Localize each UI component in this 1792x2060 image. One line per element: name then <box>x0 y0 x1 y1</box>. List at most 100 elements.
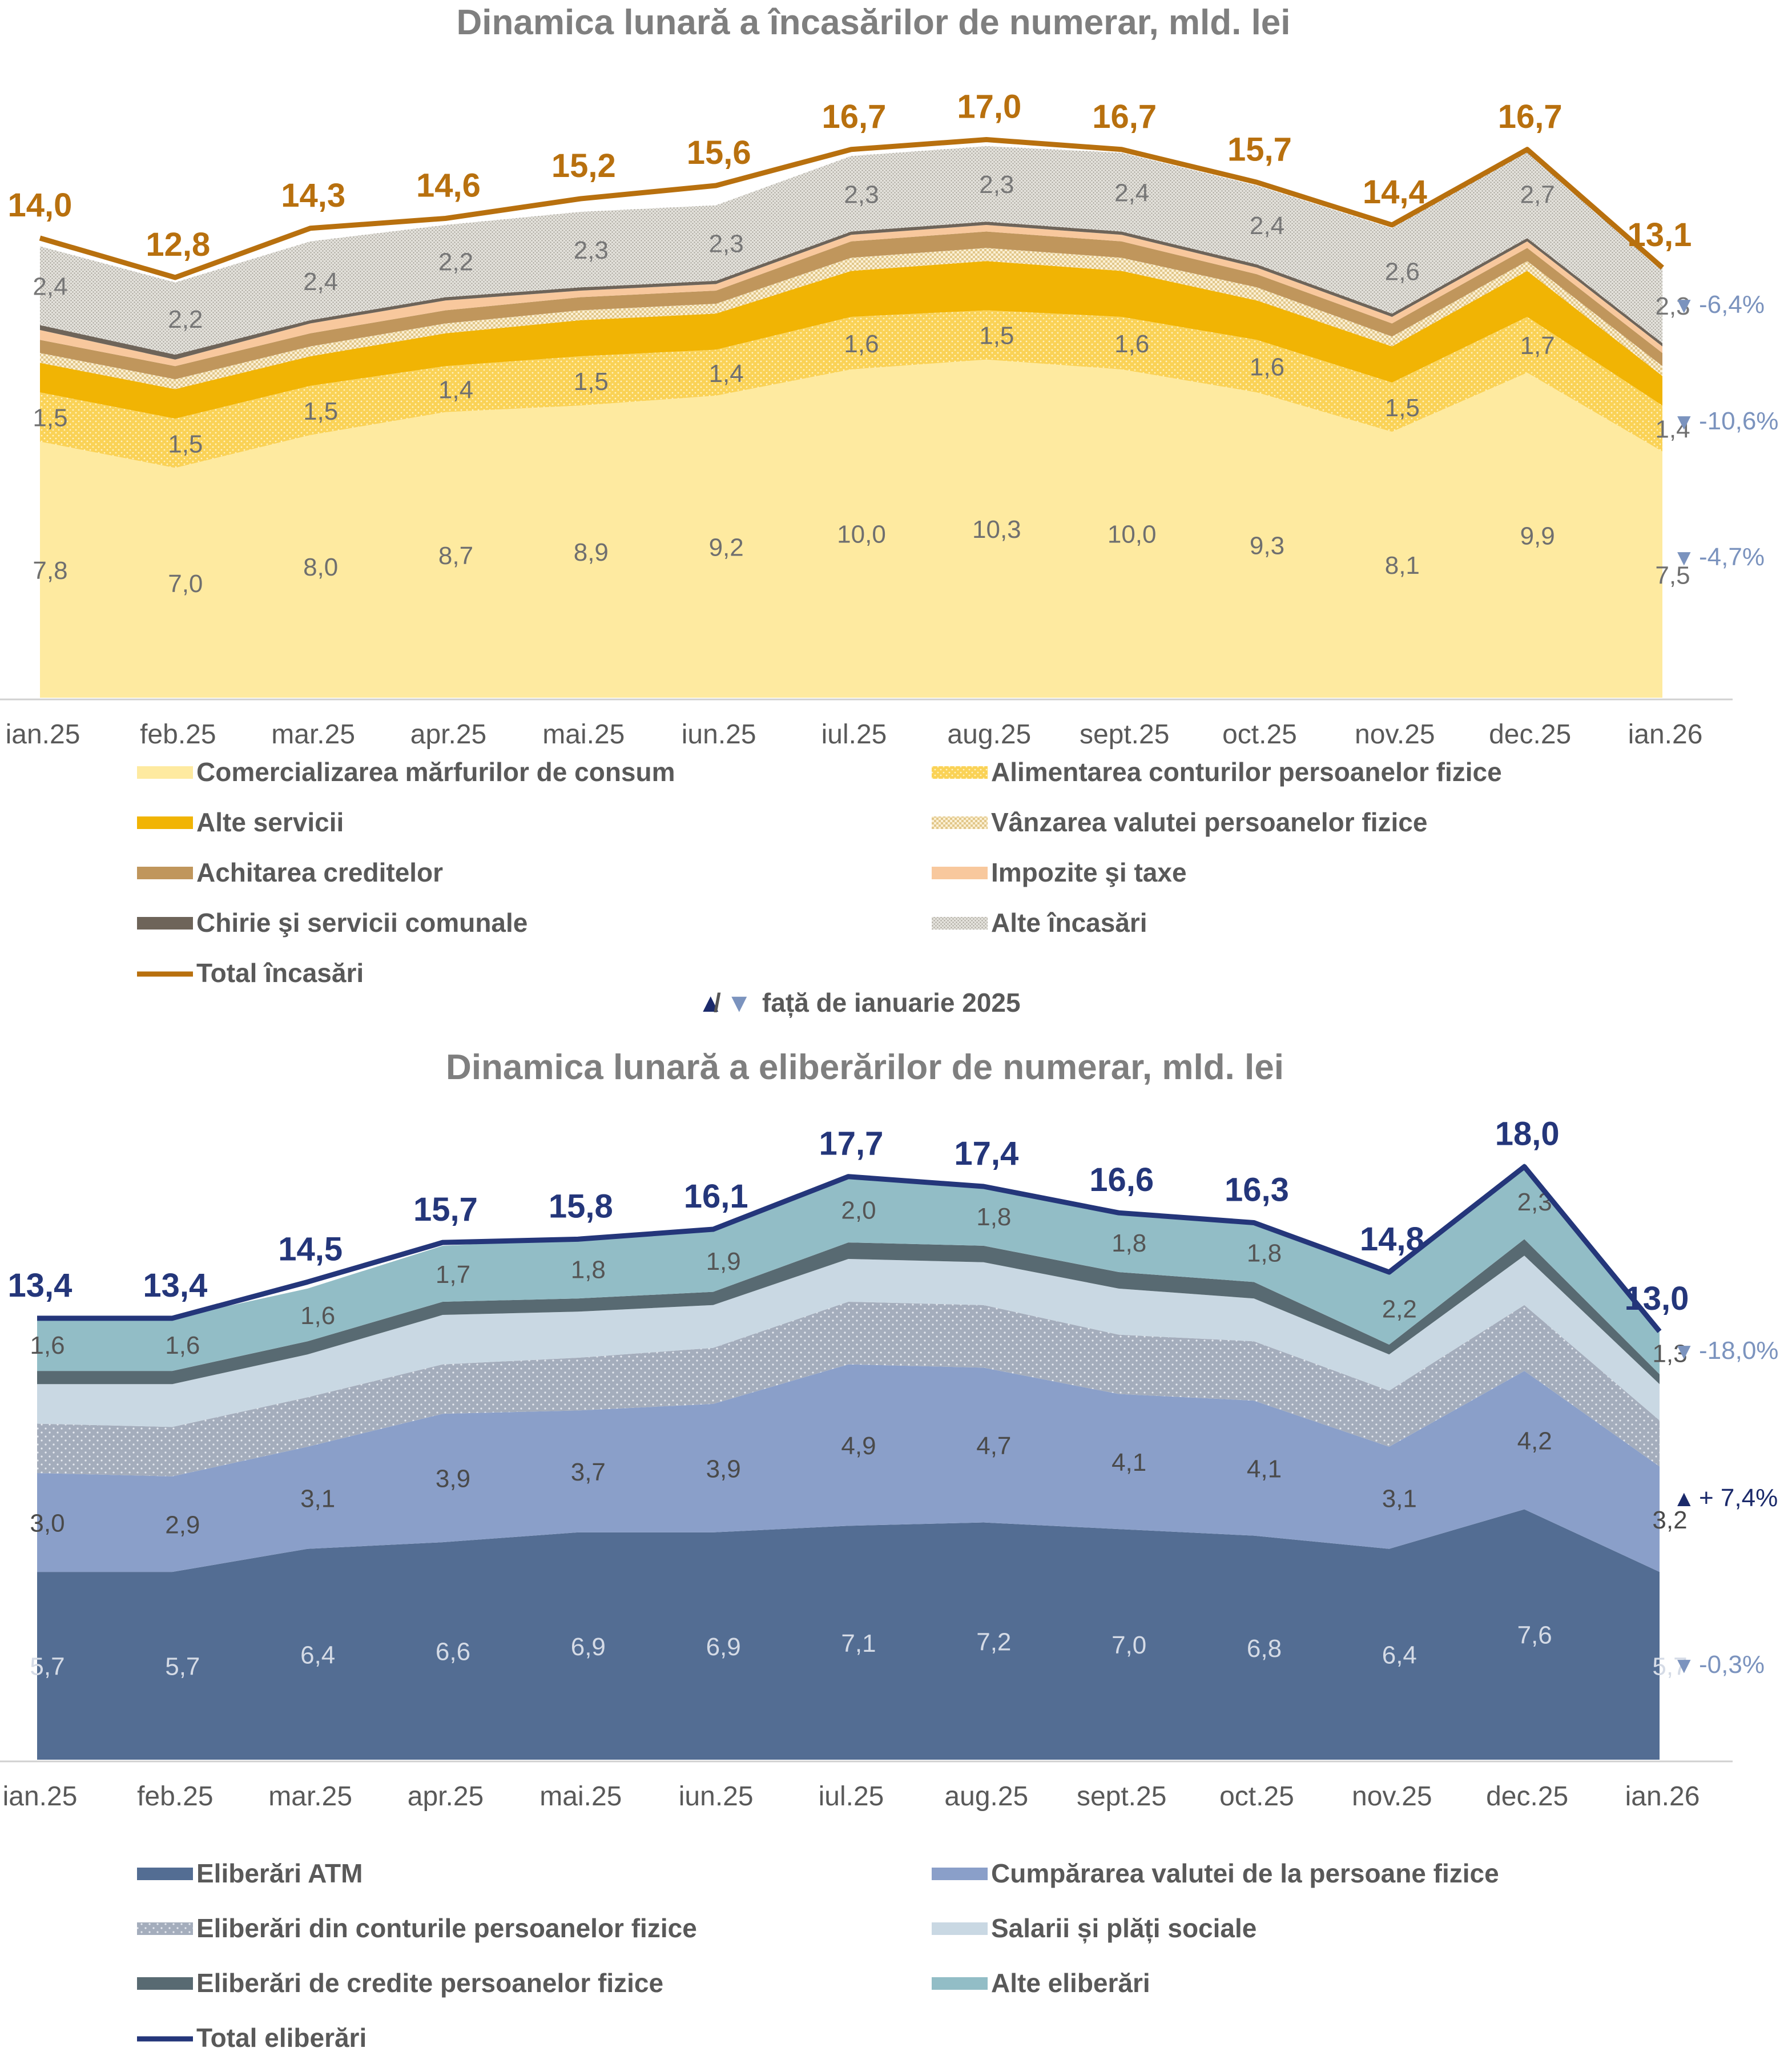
comparison-note: ▲ / ▼ față de ianuarie 2025 <box>698 988 1021 1018</box>
data-label-eliberari-atm: 6,4 <box>1382 1641 1417 1669</box>
area-achitarea-creditelor <box>40 231 1662 380</box>
data-label-alimentarea-conturilor-persoanelor-fizice: 1,5 <box>303 397 338 425</box>
area-cumpararea-valutei-de-la-persoane-fizice <box>37 1364 1660 1572</box>
data-label-eliberari-atm: 5,7 <box>30 1653 65 1681</box>
category-label: iun.25 <box>682 719 756 750</box>
data-label-alte-incasari: 2,3 <box>1655 292 1690 320</box>
category-label: nov.25 <box>1352 1781 1432 1812</box>
legend-swatch <box>137 1922 193 1935</box>
data-label-eliberari-atm: 6,6 <box>436 1638 470 1666</box>
category-label: aug.25 <box>944 1781 1028 1812</box>
total-label: 13,0 <box>1625 1280 1689 1317</box>
total-label: 15,7 <box>1227 131 1292 168</box>
legend-label: Alte eliberări <box>991 1968 1150 1998</box>
data-label-alimentarea-conturilor-persoanelor-fizice: 1,5 <box>168 430 203 458</box>
data-label-comercializarea-marfurilor-de-consum: 8,9 <box>574 538 609 566</box>
change-value: -10,6% <box>1699 407 1778 435</box>
data-label-cumpararea-valutei-de-la-persoane-fizice: 3,9 <box>706 1455 741 1483</box>
data-label-eliberari-atm: 6,9 <box>571 1633 606 1661</box>
data-label-eliberari-atm: 5,7 <box>165 1653 200 1681</box>
chart-title: Dinamica lunară a încasărilor de numerar… <box>456 3 1290 42</box>
legend-label: Alte încasări <box>991 908 1147 938</box>
data-label-comercializarea-marfurilor-de-consum: 9,2 <box>709 534 744 562</box>
category-label: sept.25 <box>1080 719 1169 750</box>
data-label-comercializarea-marfurilor-de-consum: 7,5 <box>1655 561 1690 589</box>
category-label: feb.25 <box>140 719 216 750</box>
legend-swatch <box>137 816 193 829</box>
total-label: 14,0 <box>8 187 73 224</box>
data-label-eliberari-atm: 7,2 <box>976 1628 1011 1656</box>
legend-label: Eliberări ATM <box>196 1858 363 1888</box>
area-vanzarea-valutei-persoanelor-fizice <box>40 248 1662 389</box>
total-label: 13,4 <box>8 1267 73 1304</box>
total-label: 16,7 <box>1498 98 1563 135</box>
category-label: nov.25 <box>1355 719 1435 750</box>
total-label: 14,4 <box>1363 174 1427 211</box>
data-label-cumpararea-valutei-de-la-persoane-fizice: 3,7 <box>571 1458 606 1486</box>
data-label-alte-eliberari: 1,8 <box>976 1203 1011 1231</box>
data-label-alte-incasari: 2,4 <box>33 272 67 300</box>
data-label-comercializarea-marfurilor-de-consum: 8,7 <box>438 542 473 570</box>
incasari-chart: Dinamica lunară a încasărilor de numerar… <box>0 3 1778 988</box>
legend-label: Cumpărarea valutei de la persoane fizice <box>991 1858 1499 1888</box>
total-label: 14,6 <box>416 167 481 204</box>
legend-label: Total încasări <box>196 958 364 988</box>
area-eliberari-de-credite-persoanelor-fizice <box>37 1239 1660 1385</box>
category-label: iul.25 <box>821 719 887 750</box>
total-label: 16,6 <box>1089 1161 1154 1198</box>
total-label: 16,7 <box>822 98 887 135</box>
data-label-alte-incasari: 2,2 <box>168 305 203 333</box>
data-label-cumpararea-valutei-de-la-persoane-fizice: 4,2 <box>1517 1427 1552 1455</box>
legend-swatch <box>137 1868 193 1880</box>
total-label: 14,5 <box>278 1230 343 1268</box>
data-label-alte-eliberari: 1,6 <box>30 1331 65 1359</box>
down-triangle-icon: ▼ <box>1673 293 1696 318</box>
data-label-comercializarea-marfurilor-de-consum: 8,1 <box>1385 552 1420 580</box>
area-comercializarea-marfurilor-de-consum <box>40 359 1662 698</box>
data-label-alte-eliberari: 2,0 <box>841 1196 876 1224</box>
chart-title: Dinamica lunară a eliberărilor de numera… <box>446 1048 1284 1087</box>
up-triangle-icon: ▲ <box>1673 1486 1696 1511</box>
category-label: sept.25 <box>1077 1781 1166 1812</box>
category-label: iul.25 <box>819 1781 884 1812</box>
total-label: 12,8 <box>146 226 210 263</box>
legend-swatch <box>932 867 988 879</box>
legend-swatch <box>137 917 193 930</box>
data-label-alte-incasari: 2,4 <box>1250 212 1284 240</box>
data-label-alimentarea-conturilor-persoanelor-fizice: 1,4 <box>709 360 744 388</box>
legend-label: Eliberări de credite persoanelor fizice <box>196 1968 663 1998</box>
data-label-comercializarea-marfurilor-de-consum: 10,0 <box>837 521 886 549</box>
data-label-alte-eliberari: 1,6 <box>300 1302 335 1330</box>
data-label-eliberari-atm: 7,1 <box>841 1630 876 1657</box>
category-label: aug.25 <box>947 719 1031 750</box>
data-label-alimentarea-conturilor-persoanelor-fizice: 1,5 <box>1385 394 1420 422</box>
data-label-alte-incasari: 2,2 <box>438 248 473 276</box>
total-label: 16,7 <box>1092 98 1157 135</box>
data-label-alte-incasari: 2,3 <box>574 236 609 264</box>
area-eliberari-din-conturile-persoanelor-fizice <box>37 1301 1660 1476</box>
data-label-cumpararea-valutei-de-la-persoane-fizice: 3,1 <box>1382 1484 1417 1512</box>
down-triangle-icon: ▼ <box>1673 409 1696 434</box>
data-label-alte-incasari: 2,4 <box>303 268 338 296</box>
legend-label: Comercializarea mărfurilor de consum <box>196 757 675 787</box>
down-triangle-icon: ▼ <box>726 988 752 1017</box>
change-value: + 7,4% <box>1699 1484 1778 1512</box>
data-label-cumpararea-valutei-de-la-persoane-fizice: 3,0 <box>30 1510 65 1538</box>
total-label: 17,0 <box>957 88 1021 126</box>
area-eliberari-atm <box>37 1509 1660 1760</box>
total-label: 18,0 <box>1495 1115 1560 1152</box>
total-label: 13,1 <box>1628 216 1692 254</box>
note-text: față de ianuarie 2025 <box>762 988 1021 1018</box>
eliberari-chart: Dinamica lunară a eliberărilor de numera… <box>0 1048 1778 2053</box>
data-label-alimentarea-conturilor-persoanelor-fizice: 1,6 <box>844 330 879 358</box>
legend-label: Achitarea creditelor <box>196 858 443 887</box>
data-label-eliberari-atm: 7,6 <box>1517 1622 1552 1649</box>
data-label-alte-incasari: 2,7 <box>1520 180 1555 208</box>
change-value: -6,4% <box>1699 291 1765 319</box>
data-label-cumpararea-valutei-de-la-persoane-fizice: 4,1 <box>1112 1449 1146 1476</box>
category-label: oct.25 <box>1222 719 1297 750</box>
data-label-alte-incasari: 2,4 <box>1114 179 1149 207</box>
change-value: -0,3% <box>1699 1651 1765 1679</box>
area-alimentarea-conturilor-persoanelor-fizice <box>40 310 1662 468</box>
